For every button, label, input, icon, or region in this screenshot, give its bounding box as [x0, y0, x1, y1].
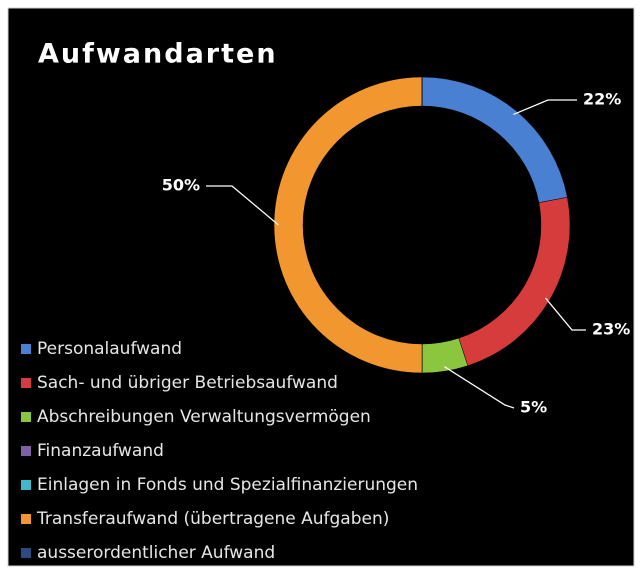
- leader-line: [206, 185, 279, 226]
- data-label: 23%: [592, 320, 630, 339]
- data-label: 5%: [520, 398, 547, 417]
- legend-label: Abschreibungen Verwaltungsvermögen: [37, 407, 371, 427]
- donut-slice: [273, 76, 423, 374]
- legend-swatch: [21, 548, 31, 558]
- leader-line: [545, 297, 586, 331]
- legend-label: Personalaufwand: [37, 339, 182, 359]
- legend-label: Transferaufwand (übertragene Aufgaben): [36, 509, 389, 529]
- legend-label: Finanzaufwand: [37, 441, 164, 461]
- legend-swatch: [21, 514, 31, 524]
- legend-swatch: [21, 480, 31, 490]
- leader-line: [513, 99, 577, 116]
- chart-title: Aufwandarten: [38, 39, 278, 70]
- legend-label: Einlagen in Fonds und Spezialfinanzierun…: [37, 475, 418, 495]
- data-label: 50%: [162, 176, 200, 195]
- legend-label: ausserordentlicher Aufwand: [37, 543, 275, 563]
- leader-line: [444, 366, 515, 409]
- legend-swatch: [21, 446, 31, 456]
- legend-swatch: [21, 412, 31, 422]
- legend-swatch: [21, 378, 31, 388]
- data-label: 22%: [583, 90, 621, 109]
- legend-swatch: [21, 344, 31, 354]
- legend-label: Sach- und übriger Betriebsaufwand: [37, 373, 338, 393]
